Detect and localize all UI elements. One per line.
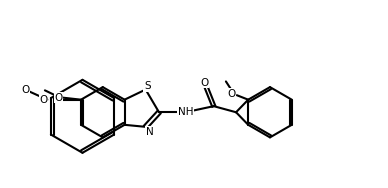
Text: O: O [55,93,63,103]
Text: NH: NH [178,107,193,117]
Text: O: O [21,85,29,95]
Text: O: O [200,78,208,88]
Text: O: O [39,95,47,105]
Text: S: S [144,81,151,91]
Text: O: O [228,89,236,99]
Text: N: N [146,127,154,137]
